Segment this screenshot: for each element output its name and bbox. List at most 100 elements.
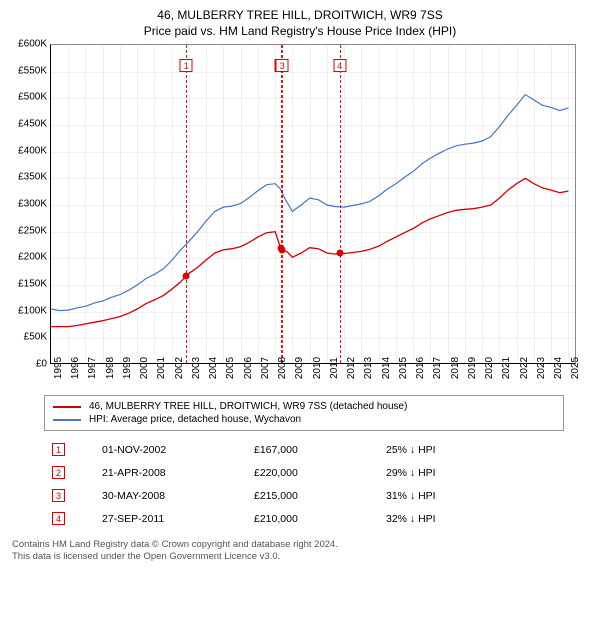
sale-row-date: 21-APR-2008 [96,462,246,483]
x-tick-label: 2013 [363,357,374,379]
plot-region: 1234 [50,44,576,364]
sale-row-delta: 25% ↓ HPI [380,439,562,460]
chart-subtitle: Price paid vs. HM Land Registry's House … [0,24,600,38]
gridline-h [51,312,575,313]
gridline-v [241,45,242,363]
x-tick-label: 2019 [467,357,478,379]
y-tick-label: £450K [3,119,47,130]
chart-header: 46, MULBERRY TREE HILL, DROITWICH, WR9 7… [0,0,600,40]
gridline-v [517,45,518,363]
sale-row-price: £167,000 [248,439,378,460]
footer-line2: This data is licensed under the Open Gov… [12,551,590,563]
footer-line1: Contains HM Land Registry data © Crown c… [12,539,590,551]
x-tick-label: 2003 [191,357,202,379]
gridline-v [137,45,138,363]
sale-row-price: £215,000 [248,485,378,506]
y-tick-label: £100K [3,305,47,316]
gridline-h [51,232,575,233]
x-tick-label: 2009 [294,357,305,379]
legend-label-subject: 46, MULBERRY TREE HILL, DROITWICH, WR9 7… [89,401,407,412]
gridline-v [482,45,483,363]
x-tick-label: 2022 [519,357,530,379]
x-tick-label: 2011 [329,357,340,379]
x-tick-label: 2016 [415,357,426,379]
sale-marker-vline [340,45,341,363]
sale-row-delta: 29% ↓ HPI [380,462,562,483]
sale-row: 221-APR-2008£220,00029% ↓ HPI [46,462,562,483]
sale-row-marker: 4 [52,512,65,525]
y-tick-label: £50K [3,332,47,343]
sale-row: 101-NOV-2002£167,00025% ↓ HPI [46,439,562,460]
x-tick-label: 2012 [346,357,357,379]
gridline-v [499,45,500,363]
x-tick-label: 1999 [122,357,133,379]
y-tick-label: £0 [3,359,47,370]
x-tick-label: 1996 [70,357,81,379]
sale-marker-point [183,272,190,279]
y-tick-label: £550K [3,65,47,76]
gridline-h [51,285,575,286]
gridline-v [310,45,311,363]
sales-table: 101-NOV-2002£167,00025% ↓ HPI 2 21-APR-200… [44,437,564,531]
sale-row: 330-MAY-2008£215,00031% ↓ HPI [46,485,562,506]
gridline-v [344,45,345,363]
y-tick-label: £600K [3,39,47,50]
gridline-h [51,205,575,206]
y-tick-label: £300K [3,199,47,210]
gridline-v [413,45,414,363]
x-tick-label: 2006 [243,357,254,379]
x-tick-label: 2024 [553,357,564,379]
sale-marker-vline [186,45,187,363]
gridline-v [172,45,173,363]
x-tick-label: 1995 [53,357,64,379]
sale-marker-box: 3 [276,59,289,72]
gridline-v [465,45,466,363]
x-tick-label: 2001 [156,357,167,379]
gridline-h [51,152,575,153]
legend-swatch-hpi [53,419,81,421]
x-tick-label: 2010 [312,357,323,379]
gridline-h [51,72,575,73]
gridline-v [206,45,207,363]
x-tick-label: 2015 [398,357,409,379]
sale-row-price: £210,000 [248,508,378,529]
sale-marker-box: 4 [333,59,346,72]
x-tick-label: 2021 [501,357,512,379]
y-tick-label: £250K [3,225,47,236]
x-tick-label: 2025 [570,357,581,379]
x-tick-label: 2000 [139,357,150,379]
sale-row-date: 01-NOV-2002 [96,439,246,460]
sale-row: 427-SEP-2011£210,00032% ↓ HPI [46,508,562,529]
gridline-h [51,258,575,259]
y-tick-label: £200K [3,252,47,263]
gridline-h [51,338,575,339]
x-tick-label: 2002 [174,357,185,379]
y-tick-label: £400K [3,145,47,156]
gridline-v [292,45,293,363]
legend: 46, MULBERRY TREE HILL, DROITWICH, WR9 7… [44,395,564,431]
gridline-v [430,45,431,363]
x-tick-label: 2005 [225,357,236,379]
gridline-v [275,45,276,363]
gridline-v [154,45,155,363]
sale-marker-point [336,250,343,257]
gridline-v [103,45,104,363]
x-tick-label: 2004 [208,357,219,379]
gridline-v [120,45,121,363]
legend-swatch-subject [53,406,81,408]
sale-row-delta: 32% ↓ HPI [380,508,562,529]
y-tick-label: £500K [3,92,47,103]
x-tick-label: 2014 [381,357,392,379]
x-tick-label: 2007 [260,357,271,379]
legend-row-subject: 46, MULBERRY TREE HILL, DROITWICH, WR9 7… [53,400,555,413]
gridline-v [85,45,86,363]
sale-row-marker: 2 [52,466,65,479]
legend-label-hpi: HPI: Average price, detached house, Wych… [89,414,301,425]
gridline-v [68,45,69,363]
y-tick-label: £350K [3,172,47,183]
gridline-h [51,98,575,99]
x-tick-label: 2023 [536,357,547,379]
gridline-h [51,178,575,179]
x-tick-label: 2008 [277,357,288,379]
footer: Contains HM Land Registry data © Crown c… [12,539,590,564]
